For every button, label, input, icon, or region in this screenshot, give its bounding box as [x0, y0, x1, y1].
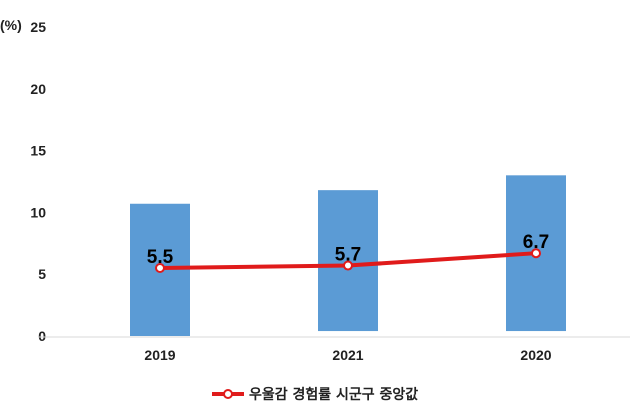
y-tick-label: 25: [30, 19, 46, 35]
y-tick-label: 5: [38, 266, 46, 282]
data-label: 5.7: [335, 245, 361, 266]
y-tick-label: 10: [30, 204, 46, 220]
y-tick-label: 20: [30, 81, 46, 97]
line-series: 5.5 5.7 6.7: [147, 232, 549, 274]
data-label: 6.7: [523, 232, 549, 253]
x-tick-label: 2019: [144, 347, 175, 363]
x-axis-ticks: 2019 2021 2020: [144, 347, 551, 363]
x-tick-label: 2020: [520, 347, 551, 363]
legend-label: 우울감 경험률 시군구 중앙값: [249, 386, 418, 403]
legend: 우울감 경험률 시군구 중앙값: [212, 386, 418, 403]
data-point: [155, 263, 165, 274]
data-label: 5.5: [147, 247, 174, 268]
y-tick-label: 15: [30, 143, 46, 159]
y-axis-ticks: 0 5 10 15 20 25: [30, 19, 46, 344]
data-point: [343, 260, 353, 271]
x-tick-label: 2021: [332, 347, 363, 363]
data-point: [531, 248, 541, 259]
y-axis-unit-label: (%): [0, 17, 22, 33]
y-tick-label: 0: [38, 328, 46, 344]
legend-marker: [223, 389, 233, 399]
